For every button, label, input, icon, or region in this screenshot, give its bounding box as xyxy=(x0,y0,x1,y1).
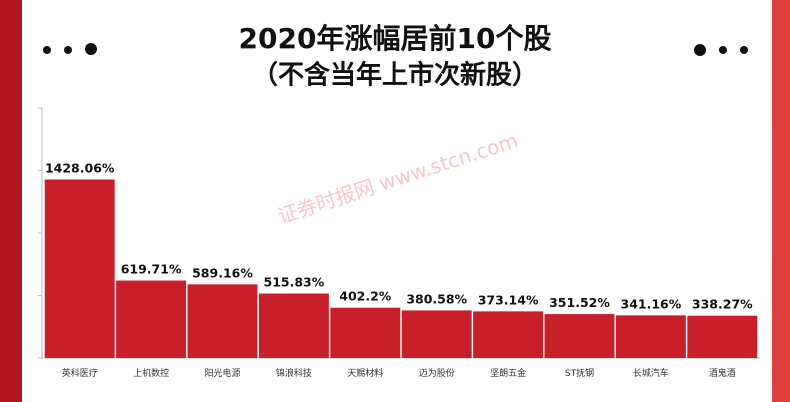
value-label: 373.14% xyxy=(478,292,539,307)
value-label: 351.52% xyxy=(549,295,610,310)
bar xyxy=(258,293,329,358)
value-label: 380.58% xyxy=(406,291,467,306)
value-label: 1428.06% xyxy=(45,160,115,175)
dot xyxy=(740,46,748,54)
x-tick-label: 英科医疗 xyxy=(62,367,98,379)
dot xyxy=(43,46,51,54)
chart-subtitle: （不含当年上市次新股） xyxy=(252,60,538,91)
value-label: 338.27% xyxy=(692,297,753,312)
value-label: 589.16% xyxy=(192,265,253,280)
value-label: 402.2% xyxy=(339,289,392,304)
bar xyxy=(687,315,758,358)
x-tick-label: 锦浪科技 xyxy=(276,367,312,379)
dot xyxy=(719,46,727,54)
chart-title: 2020年涨幅居前10个股 xyxy=(239,22,552,55)
x-tick-label: 天赐材料 xyxy=(347,367,383,379)
value-label: 619.71% xyxy=(121,262,182,277)
value-label: 515.83% xyxy=(264,275,325,290)
x-tick-label: 迈为股份 xyxy=(419,367,455,379)
bar xyxy=(544,314,615,358)
dot xyxy=(64,46,72,54)
value-label: 341.16% xyxy=(621,296,682,311)
bar xyxy=(116,280,187,358)
x-tick-label: 酒鬼酒 xyxy=(709,367,736,379)
bar xyxy=(330,307,401,358)
x-tick-label: 上机数控 xyxy=(133,367,169,379)
dot xyxy=(694,44,706,56)
x-tick-label: 坚朗五金 xyxy=(490,367,526,379)
bar xyxy=(44,179,115,358)
x-tick-label: 阳光电源 xyxy=(204,367,240,379)
bar xyxy=(473,311,544,358)
x-tick-label: 长城汽车 xyxy=(633,367,669,379)
bar xyxy=(187,284,258,358)
bar xyxy=(615,315,686,358)
dot xyxy=(85,43,97,55)
x-tick-label: ST抚钢 xyxy=(565,367,594,379)
bar xyxy=(401,310,472,358)
